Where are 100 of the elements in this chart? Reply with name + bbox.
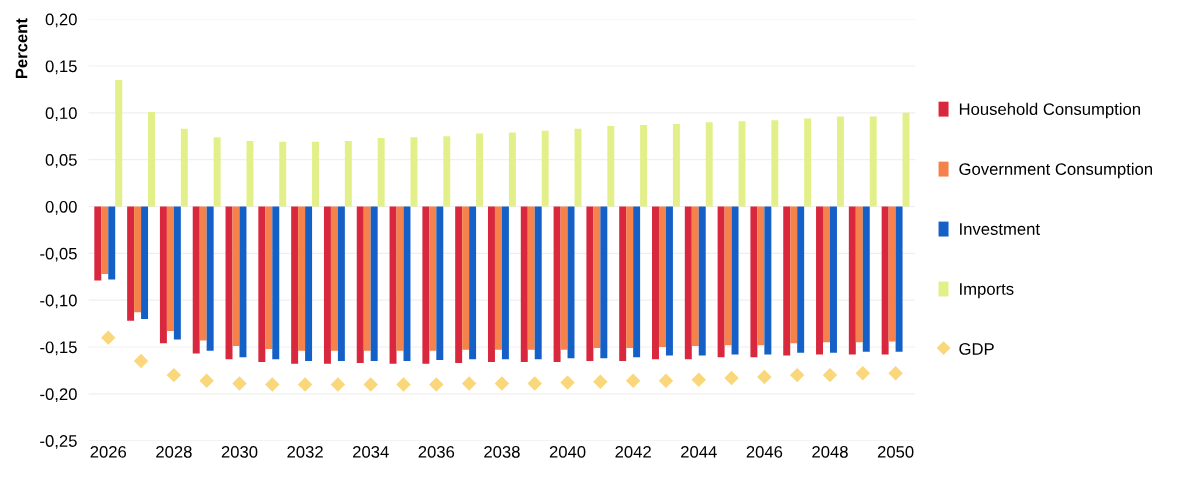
legend-label: Imports xyxy=(960,283,1014,299)
bar xyxy=(640,125,648,207)
bar xyxy=(816,206,824,355)
bar xyxy=(586,206,594,362)
point xyxy=(493,374,511,393)
bar xyxy=(881,206,889,355)
bar xyxy=(443,136,451,207)
bar xyxy=(790,206,798,344)
x-tick-label: 2036 xyxy=(418,445,455,458)
point xyxy=(263,375,282,394)
bar xyxy=(665,206,673,356)
x-tick-label: 2046 xyxy=(746,445,783,458)
bar xyxy=(771,120,779,207)
bar xyxy=(265,206,273,349)
bar xyxy=(305,206,313,362)
bar xyxy=(94,206,102,281)
bar xyxy=(553,206,561,362)
bar xyxy=(363,206,371,351)
bar xyxy=(166,206,174,332)
bar xyxy=(848,206,856,355)
bar xyxy=(396,206,404,351)
bar xyxy=(377,138,385,207)
bar xyxy=(652,206,659,360)
bar xyxy=(148,111,156,207)
bar xyxy=(159,206,167,344)
y-axis-title: Percent xyxy=(15,18,28,79)
y-tick-label: -0,05 xyxy=(40,247,77,262)
bar xyxy=(508,132,516,207)
point xyxy=(394,375,413,394)
bar xyxy=(213,137,221,207)
point xyxy=(427,375,446,394)
bar xyxy=(593,206,601,348)
x-tick-label: 2032 xyxy=(287,445,323,458)
bar xyxy=(738,121,746,207)
x-tick-label: 2050 xyxy=(877,445,914,458)
bar xyxy=(115,80,123,207)
bar xyxy=(192,206,200,354)
bar xyxy=(455,206,463,363)
bar xyxy=(429,206,437,351)
bar xyxy=(356,206,364,363)
bar xyxy=(323,206,331,364)
y-tick-label: 0,10 xyxy=(45,107,77,121)
bar xyxy=(279,141,287,207)
point xyxy=(722,369,741,387)
point xyxy=(558,373,577,392)
bar xyxy=(783,206,791,356)
bar xyxy=(626,206,634,348)
x-tick-label: 2042 xyxy=(615,445,651,458)
legend-label: GDP xyxy=(959,343,994,355)
bar xyxy=(619,206,627,362)
bar xyxy=(108,206,116,280)
point xyxy=(328,375,347,394)
bar xyxy=(180,128,188,207)
point xyxy=(657,371,675,390)
x-tick-label: 2026 xyxy=(90,445,127,458)
bar xyxy=(410,137,418,207)
bar xyxy=(312,141,320,207)
point xyxy=(886,364,905,383)
bar xyxy=(836,116,844,207)
bar xyxy=(823,206,830,343)
bar xyxy=(199,206,207,341)
bar xyxy=(804,118,812,207)
bar xyxy=(672,124,680,207)
bar xyxy=(633,206,641,358)
x-tick-label: 2028 xyxy=(156,445,192,458)
bar xyxy=(829,206,837,353)
bar xyxy=(476,133,484,207)
bar xyxy=(462,206,470,350)
bar xyxy=(520,206,528,362)
bar xyxy=(731,206,739,355)
bar xyxy=(797,206,805,353)
y-tick-label: 0,15 xyxy=(45,60,77,75)
bar xyxy=(337,206,345,362)
bar xyxy=(600,206,608,359)
bar xyxy=(855,206,863,343)
bar xyxy=(527,206,535,350)
point xyxy=(296,375,315,394)
bar xyxy=(501,206,509,360)
y-tick-label: -0,10 xyxy=(40,294,77,309)
point xyxy=(99,328,118,347)
bar xyxy=(705,122,713,207)
bar xyxy=(422,206,430,364)
bar xyxy=(494,206,502,350)
bar xyxy=(658,206,666,348)
point xyxy=(132,352,150,370)
point xyxy=(197,371,216,390)
point xyxy=(755,368,774,386)
bar xyxy=(239,206,247,358)
bar xyxy=(869,116,877,207)
bar xyxy=(258,206,266,362)
bar xyxy=(291,206,299,364)
bar xyxy=(541,130,549,207)
bar xyxy=(888,206,896,342)
x-tick-label: 2040 xyxy=(549,445,586,458)
y-tick-label: -0,15 xyxy=(40,341,77,356)
bar xyxy=(206,206,214,351)
point xyxy=(460,374,479,393)
bar xyxy=(298,206,306,351)
bar xyxy=(698,206,706,356)
bar xyxy=(272,206,280,360)
